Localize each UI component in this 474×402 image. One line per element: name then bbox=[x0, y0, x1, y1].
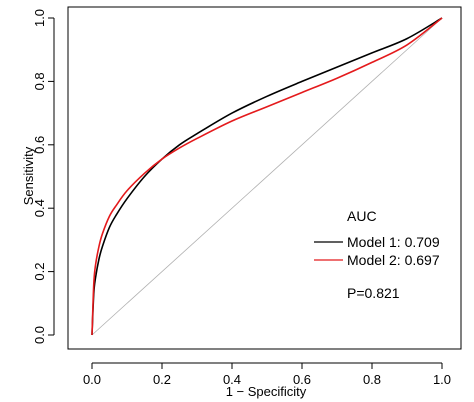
y-axis-title: Sensitivity bbox=[21, 146, 36, 205]
y-tick-label-3: 0.6 bbox=[32, 136, 47, 154]
legend: AUC Model 1: 0.709 Model 2: 0.697 P=0.82… bbox=[314, 208, 440, 301]
x-ticks: 0.0 0.2 0.4 0.6 0.8 1.0 bbox=[83, 363, 451, 387]
legend-label-model-2: Model 2: 0.697 bbox=[347, 252, 440, 268]
y-ticks: 0.0 0.2 0.4 0.6 0.8 1.0 bbox=[32, 9, 54, 344]
x-tick-label-4: 0.8 bbox=[363, 372, 381, 387]
y-tick-label-0: 0.0 bbox=[32, 326, 47, 344]
plot-frame bbox=[67, 6, 462, 350]
p-value-annotation: P=0.821 bbox=[347, 285, 400, 301]
x-tick-label-0: 0.0 bbox=[83, 372, 101, 387]
y-tick-label-4: 0.8 bbox=[32, 72, 47, 90]
series-line-model-2 bbox=[91, 17, 443, 336]
x-tick-label-1: 0.2 bbox=[153, 372, 171, 387]
legend-label-model-1: Model 1: 0.709 bbox=[347, 234, 440, 250]
x-tick-label-5: 1.0 bbox=[433, 372, 451, 387]
y-tick-label-1: 0.2 bbox=[32, 263, 47, 281]
reference-diagonal bbox=[91, 17, 443, 336]
x-tick-label-2: 0.4 bbox=[223, 372, 241, 387]
y-tick-label-5: 1.0 bbox=[32, 9, 47, 27]
x-tick-label-3: 0.6 bbox=[293, 372, 311, 387]
series-group bbox=[91, 17, 443, 336]
x-axis-title: 1 − Specificity bbox=[226, 384, 307, 399]
y-tick-label-2: 0.4 bbox=[32, 199, 47, 217]
legend-title: AUC bbox=[347, 208, 377, 224]
